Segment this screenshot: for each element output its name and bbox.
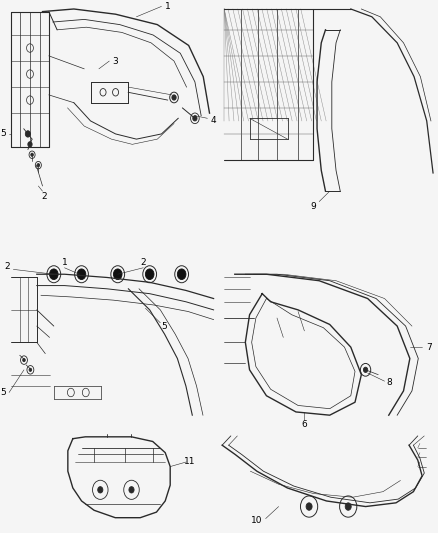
Circle shape — [98, 487, 103, 493]
Circle shape — [77, 269, 86, 279]
Text: 10: 10 — [251, 516, 263, 525]
Circle shape — [49, 269, 58, 279]
Circle shape — [306, 503, 312, 510]
Text: 3: 3 — [113, 56, 118, 66]
Circle shape — [172, 95, 176, 100]
Circle shape — [25, 131, 31, 137]
Circle shape — [28, 142, 32, 147]
Circle shape — [177, 269, 186, 279]
Text: 5: 5 — [0, 130, 6, 139]
Circle shape — [31, 153, 33, 156]
Text: 1: 1 — [62, 259, 67, 268]
Circle shape — [193, 116, 197, 121]
Circle shape — [364, 367, 368, 373]
Circle shape — [345, 503, 351, 510]
Text: 2: 2 — [42, 192, 47, 201]
Circle shape — [29, 368, 32, 372]
Text: 7: 7 — [426, 343, 432, 352]
Circle shape — [23, 359, 25, 362]
Text: 4: 4 — [211, 116, 216, 125]
Text: 2: 2 — [141, 259, 146, 268]
Text: 2: 2 — [4, 262, 10, 271]
Text: 1: 1 — [165, 2, 171, 11]
Circle shape — [129, 487, 134, 493]
Text: 8: 8 — [386, 378, 392, 387]
Text: 5: 5 — [0, 388, 6, 397]
Text: 9: 9 — [310, 203, 316, 211]
Circle shape — [113, 269, 122, 279]
Text: 5: 5 — [162, 321, 167, 330]
Text: 11: 11 — [184, 457, 196, 466]
Circle shape — [37, 164, 39, 167]
Circle shape — [145, 269, 154, 279]
Text: 6: 6 — [301, 421, 307, 430]
